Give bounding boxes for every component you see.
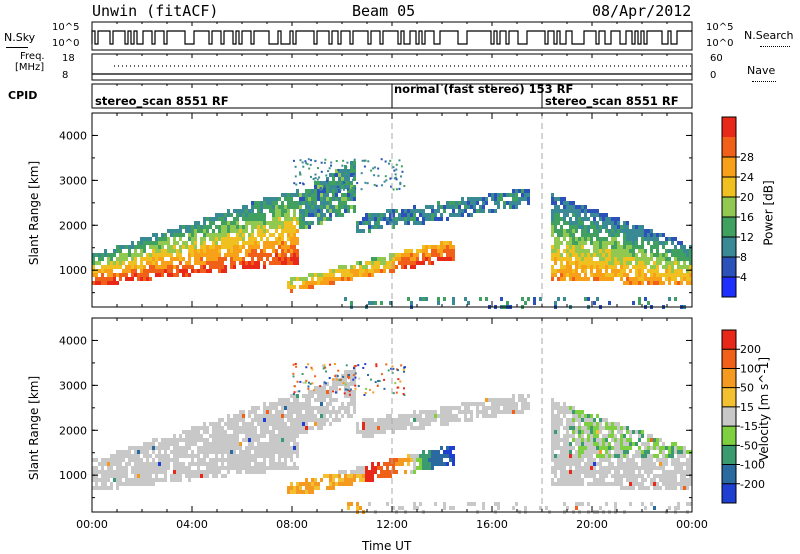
xaxis-label: Time UT [362, 539, 412, 553]
colorbar-segment [722, 117, 736, 137]
freq-unit: [MHz] [15, 62, 45, 73]
x-tick-label: 04:00 [176, 518, 208, 531]
power-cbar-tick: 20 [740, 191, 754, 204]
y-tick-label: 4000 [59, 334, 87, 347]
colorbar-segment [722, 197, 736, 217]
colorbar-segment [722, 445, 736, 465]
mode-label-3: stereo_scan 8551 RF [545, 94, 679, 108]
nsearch-label: N.Search [744, 29, 794, 42]
freq-tick-bottom: 8 [62, 70, 69, 81]
nave-tick-bottom: 0 [710, 70, 717, 81]
velocity-cbar-tick: 15 [740, 401, 754, 414]
power-cbar-tick: 4 [740, 271, 747, 284]
x-tick-label: 16:00 [476, 518, 508, 531]
nsky-label: N.Sky [4, 31, 36, 44]
top-strips [91, 21, 693, 109]
velocity-panel: 1000 2000 3000 4000 00:00 04:00 08:00 12:00 16:0… [59, 317, 708, 531]
y-tick-label: 2000 [59, 424, 87, 437]
colorbar-segment [722, 330, 736, 350]
nsky-strip [91, 21, 693, 51]
colorbar-segment [722, 368, 736, 388]
velocity-cbar-tick: 100 [740, 362, 761, 375]
velocity-cbar-tick: 50 [740, 382, 754, 395]
y-tick-label: 1000 [59, 264, 87, 277]
velocity-cbar-tick: -50 [740, 439, 758, 452]
velocity-cbar-tick: 200 [740, 343, 761, 356]
x-tick-label: 12:00 [376, 518, 408, 531]
y-tick-label: 4000 [59, 129, 87, 142]
velocity-cbar-tick: -15 [740, 420, 758, 433]
power-ylabel: Slant Range [km] [27, 160, 42, 266]
nave-legend-line [752, 81, 776, 82]
power-cbar-label: Power [dB] [761, 180, 776, 246]
y-tick-label: 1000 [59, 469, 87, 482]
nsky-trace [91, 30, 692, 45]
velocity-colorbar: 200 100 50 15 -15 -50 -100 -200 [721, 329, 765, 504]
nsearch-legend-line [760, 46, 790, 47]
colorbar-segment [722, 426, 736, 446]
nsky-tick-top: 10^5 [52, 22, 80, 33]
station-title: Unwin (fitACF) [92, 2, 219, 20]
y-tick-label: 2000 [59, 219, 87, 232]
nsky-tick-bottom: 10^0 [52, 38, 80, 49]
power-cbar-tick: 8 [740, 251, 747, 264]
cpid-label: CPID [8, 89, 38, 102]
x-tick-label: 20:00 [576, 518, 608, 531]
colorbar-segment [722, 349, 736, 369]
power-panel: 1000 2000 3000 4000 [59, 112, 693, 309]
beam-title: Beam 05 [352, 2, 416, 20]
nsky-tick-bottom-right: 10^0 [706, 38, 734, 49]
colorbar-segment [722, 483, 736, 503]
power-cbar-tick: 16 [740, 211, 754, 224]
x-tick-label: 00:00 [76, 518, 108, 531]
colorbar-segment [722, 387, 736, 407]
freq-tick-top: 18 [62, 53, 75, 64]
velocity-ylabel: Slant Range [km] [27, 375, 42, 481]
x-tick-label: 00:00 [676, 518, 708, 531]
nsky-legend-line [6, 47, 28, 48]
velocity-cbar-tick: -200 [740, 478, 765, 491]
power-cbar-tick: 24 [740, 171, 754, 184]
mode-label-2: normal (fast stereo) 153 RF [394, 82, 574, 96]
power-cbar-tick: 28 [740, 151, 754, 164]
freq-label: Freq. [20, 51, 45, 62]
colorbar-segment [722, 277, 736, 297]
nave-label: Nave [747, 64, 776, 77]
y-tick-label: 3000 [59, 174, 87, 187]
nsky-tick-top-right: 10^5 [706, 22, 734, 33]
x-tick-label: 08:00 [276, 518, 308, 531]
velocity-cbar-tick: -100 [740, 459, 765, 472]
velocity-cbar-label: Velocity [m s^-1] [757, 356, 772, 462]
colorbar-segment [722, 406, 736, 427]
colorbar-segment [722, 217, 736, 237]
nave-tick-top: 60 [710, 53, 723, 64]
colorbar-segment [722, 137, 736, 157]
colorbar-segment [722, 257, 736, 277]
colorbar-segment [722, 177, 736, 197]
mode-label-1: stereo_scan 8551 RF [95, 94, 229, 108]
colorbar-segment [722, 157, 736, 177]
colorbar-segment [722, 464, 736, 484]
colorbar-segment [722, 237, 736, 257]
power-cbar-tick: 12 [740, 231, 754, 244]
power-colorbar: 4 8 12 16 20 24 28 [721, 116, 754, 298]
y-tick-label: 3000 [59, 379, 87, 392]
date-title: 08/Apr/2012 [592, 2, 692, 20]
